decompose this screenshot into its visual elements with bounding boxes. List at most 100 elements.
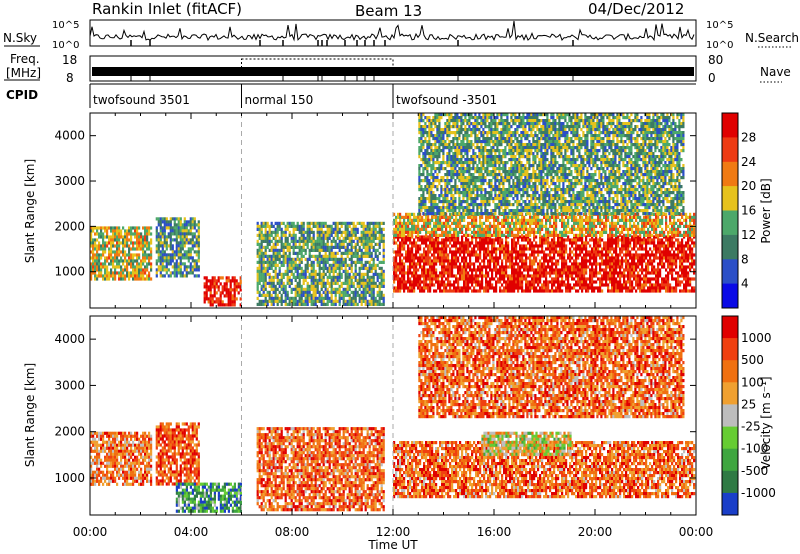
heatmap-cell: [159, 256, 162, 260]
heatmap-cell: [146, 244, 149, 248]
heatmap-cell: [395, 268, 398, 272]
heatmap-cell: [681, 280, 684, 284]
heatmap-cell: [266, 260, 269, 264]
heatmap-cell: [163, 223, 166, 227]
heatmap-cell: [225, 294, 228, 298]
heatmap-cell: [346, 275, 349, 279]
heatmap-cell: [481, 274, 484, 278]
heatmap-cell: [256, 266, 259, 270]
heatmap-cell: [179, 265, 182, 269]
heatmap-cell: [601, 268, 604, 272]
heatmap-cell: [324, 233, 327, 237]
heatmap-cell: [338, 239, 341, 243]
heatmap-cell: [471, 235, 474, 239]
heatmap-cell: [455, 262, 458, 266]
heatmap-cell: [409, 286, 412, 290]
heatmap-cell: [229, 285, 232, 289]
heatmap-cell: [653, 253, 656, 257]
heatmap-cell: [573, 286, 576, 290]
heatmap-cell: [413, 256, 416, 260]
heatmap-cell: [645, 289, 648, 293]
heatmap-cell: [477, 256, 480, 260]
heatmap-cell: [282, 257, 285, 261]
heatmap-cell: [483, 289, 486, 293]
heatmap-cell: [322, 266, 325, 270]
heatmap-cell: [284, 236, 287, 240]
heatmap-cell: [205, 279, 208, 283]
heatmap-cell: [693, 289, 696, 293]
heatmap-cell: [193, 232, 196, 236]
heatmap-cell: [421, 241, 424, 245]
heatmap-cell: [146, 256, 149, 260]
heatmap-cell: [399, 233, 402, 237]
heatmap-cell: [479, 253, 482, 257]
heatmap-cell: [350, 302, 353, 306]
heatmap-cell: [338, 236, 341, 240]
heatmap-cell: [517, 250, 520, 254]
heatmap-cell: [609, 271, 612, 275]
power-heatmap: [90, 113, 696, 308]
heatmap-cell: [148, 244, 151, 248]
heatmap-cell: [314, 290, 317, 294]
heatmap-cell: [221, 291, 224, 295]
heatmap-cell: [611, 283, 614, 287]
heatmap-cell: [655, 253, 658, 257]
heatmap-cell: [256, 224, 259, 228]
heatmap-cell: [423, 286, 426, 290]
heatmap-cell: [130, 256, 133, 260]
heatmap-cell: [161, 268, 164, 272]
heatmap-cell: [264, 278, 267, 282]
heatmap-cell: [647, 277, 650, 281]
heatmap-cell: [605, 271, 608, 275]
heatmap-cell: [497, 218, 500, 222]
heatmap-cell: [171, 271, 174, 275]
heatmap-cell: [352, 296, 355, 300]
heatmap-cell: [286, 269, 289, 273]
heatmap-cell: [629, 238, 632, 242]
heatmap-cell: [423, 235, 426, 239]
heatmap-cell: [292, 224, 295, 228]
heatmap-cell: [409, 247, 412, 251]
heatmap-cell: [334, 296, 337, 300]
heatmap-cell: [328, 275, 331, 279]
heatmap-cell: [465, 250, 468, 254]
heatmap-cell: [231, 276, 234, 280]
heatmap-cell: [397, 212, 400, 216]
heatmap-cell: [258, 299, 261, 303]
heatmap-cell: [657, 265, 660, 269]
heatmap-cell: [541, 256, 544, 260]
heatmap-cell: [185, 235, 188, 239]
heatmap-cell: [473, 250, 476, 254]
heatmap-cell: [177, 217, 180, 221]
heatmap-cell: [372, 221, 375, 225]
nsky-panel: N.Sky 10^5 10^0 10^5 10^0 N.Search: [3, 19, 799, 51]
heatmap-cell: [475, 224, 478, 228]
heatmap-cell: [639, 289, 642, 293]
heatmap-cell: [118, 235, 121, 239]
heatmap-cell: [108, 235, 111, 239]
heatmap-cell: [296, 251, 299, 255]
heatmap-cell: [445, 247, 448, 251]
heatmap-cell: [94, 265, 97, 269]
heatmap-cell: [393, 271, 396, 275]
heatmap-cell: [308, 287, 311, 291]
heatmap-cell: [493, 233, 496, 237]
heatmap-cell: [687, 265, 690, 269]
heatmap-cell: [535, 277, 538, 281]
heatmap-cell: [260, 257, 263, 261]
heatmap-cell: [288, 263, 291, 267]
heatmap-cell: [407, 247, 410, 251]
heatmap-cell: [519, 256, 522, 260]
heatmap-cell: [195, 229, 198, 233]
heatmap-cell: [161, 262, 164, 266]
heatmap-cell: [300, 251, 303, 255]
heatmap-cell: [104, 244, 107, 248]
heatmap-cell: [433, 283, 436, 287]
heatmap-cell: [633, 271, 636, 275]
heatmap-cell: [521, 238, 524, 242]
heatmap-cell: [417, 286, 420, 290]
heatmap-cell: [338, 242, 341, 246]
heatmap-cell: [227, 303, 230, 307]
heatmap-cell: [451, 268, 454, 272]
heatmap-cell: [683, 274, 686, 278]
